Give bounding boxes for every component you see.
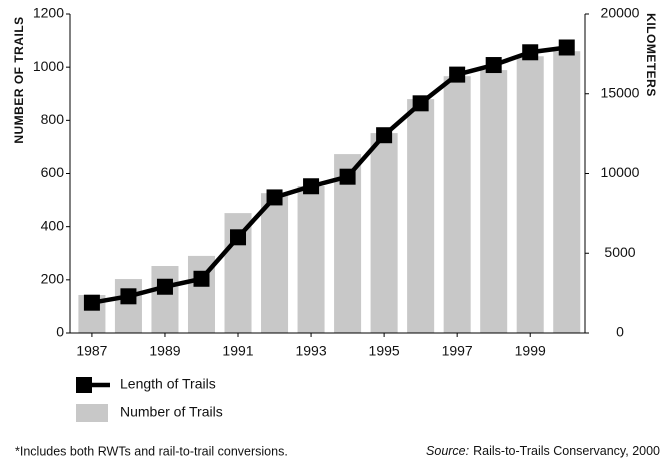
x-tick-label: 1991 [222, 343, 253, 359]
bar [407, 99, 435, 333]
marker [83, 294, 100, 311]
y2-tick-label: 15000 [601, 84, 640, 100]
marker [558, 39, 575, 56]
source-text: Rails-to-Trails Conservancy, 2000 [473, 444, 660, 458]
y2-tick-label: 5000 [604, 244, 635, 260]
y-tick-label: 800 [41, 111, 65, 127]
bar [297, 185, 325, 333]
x-tick-label: 1987 [76, 343, 107, 359]
x-tick-label: 1993 [295, 343, 326, 359]
y-tick-label: 0 [56, 324, 64, 340]
marker [120, 288, 137, 305]
marker [156, 278, 173, 295]
marker [230, 229, 247, 246]
bar [261, 193, 289, 333]
bar [443, 76, 471, 333]
y2-axis-title: KILOMETERS [644, 13, 658, 97]
marker [412, 95, 429, 112]
bar [553, 51, 581, 333]
y-tick-label: 1200 [33, 5, 64, 21]
legend-label: Number of Trails [120, 404, 223, 420]
marker [303, 178, 320, 195]
bar [516, 56, 544, 334]
marker [485, 57, 502, 74]
y2-tick-label: 0 [616, 324, 624, 340]
y2-tick-label: 20000 [601, 5, 640, 21]
y2-tick-label: 10000 [601, 164, 640, 180]
legend-marker [76, 377, 92, 393]
marker [376, 127, 393, 144]
source-label: Source: [426, 444, 469, 458]
bar [151, 266, 179, 333]
source: Source: Rails-to-Trails Conservancy, 2000 [426, 444, 660, 458]
marker [266, 189, 283, 206]
legend-swatch [76, 404, 108, 422]
marker [193, 270, 210, 287]
marker [522, 44, 539, 61]
y-tick-label: 1000 [33, 58, 64, 74]
bar [370, 133, 398, 333]
y-tick-label: 600 [41, 164, 65, 180]
x-tick-label: 1999 [515, 343, 546, 359]
y-tick-label: 400 [41, 217, 65, 233]
bar [480, 70, 508, 334]
marker [339, 168, 356, 185]
bar [114, 279, 142, 333]
legend-label: Length of Trails [120, 376, 216, 392]
marker [449, 66, 466, 83]
x-tick-label: 1989 [149, 343, 180, 359]
x-tick-label: 1995 [369, 343, 400, 359]
y-axis-title: NUMBER OF TRAILS [12, 16, 26, 143]
footnote: *Includes both RWTs and rail-to-trail co… [15, 444, 288, 458]
y-tick-label: 200 [41, 271, 65, 287]
x-tick-label: 1997 [442, 343, 473, 359]
